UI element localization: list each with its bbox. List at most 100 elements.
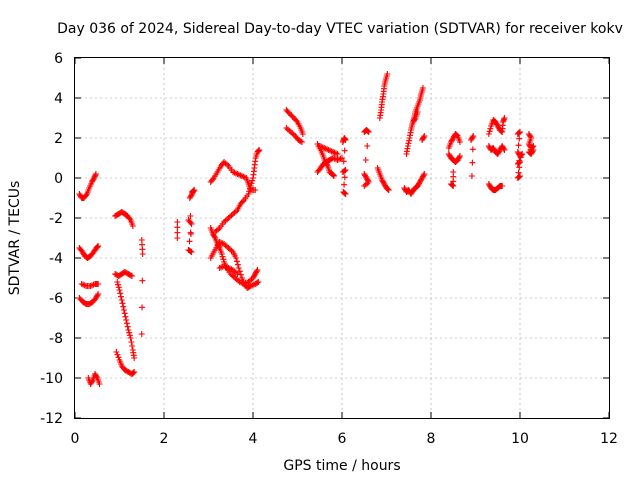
y-tick-label: -2	[49, 211, 63, 227]
data-point	[224, 161, 231, 168]
data-point	[225, 245, 232, 251]
data-point	[245, 191, 252, 197]
data-point	[187, 219, 194, 226]
data-point	[419, 85, 426, 91]
data-point	[126, 329, 133, 336]
data-point	[448, 181, 455, 188]
x-tick-label: 12	[600, 431, 618, 447]
data-point	[123, 320, 130, 327]
data-point	[283, 125, 290, 131]
data-point	[115, 281, 122, 288]
data-point	[211, 233, 218, 240]
data-point	[456, 153, 463, 159]
x-tick-label: 0	[71, 431, 80, 447]
data-point	[330, 173, 337, 179]
data-point	[131, 355, 138, 361]
data-point	[231, 209, 238, 216]
data-point	[254, 279, 261, 286]
data-point	[113, 349, 120, 355]
data-point	[299, 131, 306, 137]
data-point	[131, 369, 138, 375]
data-point	[227, 213, 234, 220]
data-point	[515, 174, 522, 181]
data-point	[384, 71, 391, 77]
data-point	[233, 255, 240, 261]
data-point	[95, 243, 102, 249]
data-point	[235, 265, 242, 271]
data-point	[189, 189, 196, 195]
data-point	[92, 172, 99, 179]
data-point	[421, 133, 428, 139]
x-tick-label: 4	[249, 431, 258, 447]
data-point	[255, 147, 262, 154]
data-point	[219, 253, 226, 260]
data-point	[364, 128, 371, 135]
data-point	[126, 215, 133, 222]
data-point	[297, 138, 304, 145]
x-tick-labels: 0 2 4 6 8 10 12	[71, 431, 618, 447]
data-point	[189, 188, 196, 195]
data-point	[138, 331, 145, 337]
data-point	[341, 147, 348, 154]
data-point	[516, 129, 523, 136]
data-point	[129, 343, 136, 349]
data-point	[239, 198, 246, 205]
data-point	[95, 291, 102, 297]
data-point	[119, 300, 126, 307]
y-tick-label: 0	[54, 171, 63, 187]
data-point	[117, 290, 124, 297]
data-point	[220, 256, 227, 263]
data-point	[517, 159, 523, 165]
data-point	[515, 130, 522, 137]
data-point	[421, 171, 428, 177]
data-point	[364, 180, 371, 187]
data-point	[341, 181, 348, 188]
data-point	[115, 284, 122, 291]
x-tick-label: 8	[427, 431, 436, 447]
data-point	[187, 248, 194, 255]
data-point	[340, 158, 347, 165]
data-point	[90, 176, 97, 183]
data-point	[122, 313, 129, 320]
data-point	[515, 142, 522, 149]
data-point	[224, 216, 231, 223]
data-point	[213, 227, 220, 234]
y-tick-label: -12	[40, 411, 63, 427]
y-tick-label: 2	[54, 131, 63, 147]
data-point	[233, 258, 240, 265]
y-tick-label: 4	[54, 91, 63, 107]
data-point	[124, 323, 131, 330]
data-point	[139, 304, 146, 311]
data-point	[286, 111, 293, 117]
data-point	[341, 174, 348, 181]
data-point	[188, 249, 195, 255]
data-point	[116, 287, 123, 293]
data-point	[468, 173, 475, 179]
data-point	[330, 172, 337, 179]
data-point	[487, 125, 494, 132]
data-point	[284, 126, 291, 133]
data-point	[186, 238, 193, 245]
data-point	[123, 317, 130, 323]
data-point	[288, 112, 295, 119]
data-point	[114, 279, 121, 285]
data-point	[287, 129, 294, 135]
data-point	[129, 223, 136, 229]
data-point	[246, 283, 253, 290]
data-point	[515, 160, 522, 167]
data-point	[406, 137, 413, 144]
data-point	[255, 279, 262, 285]
data-point	[364, 177, 371, 184]
data-point	[247, 183, 254, 189]
data-point	[419, 135, 426, 142]
data-point	[247, 185, 254, 192]
data-point	[286, 127, 293, 134]
data-point	[94, 292, 101, 299]
data-point	[362, 157, 369, 163]
y-tick-label: -6	[49, 291, 63, 307]
data-point	[139, 251, 146, 257]
data-point	[174, 219, 181, 225]
grid-lines	[75, 58, 609, 418]
data-point	[229, 211, 236, 217]
